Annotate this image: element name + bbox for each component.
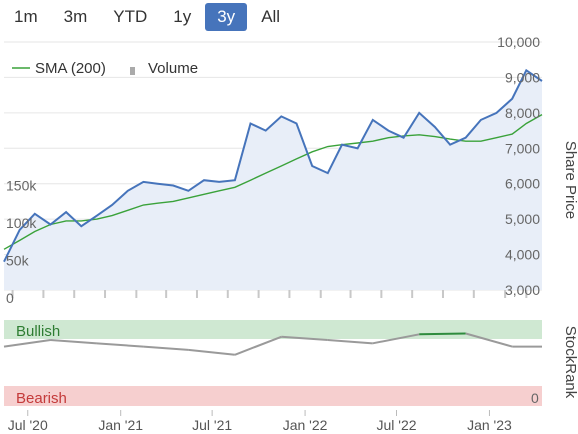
price-line bbox=[3, 68, 543, 263]
stockrank-segment bbox=[143, 345, 189, 351]
price-area-fill bbox=[4, 70, 542, 290]
date-tick-label: Jan '22 bbox=[283, 417, 328, 433]
price-tick-label: 5,000 bbox=[505, 211, 540, 227]
price-tick-label: 3,000 bbox=[505, 282, 540, 298]
range-button-3m[interactable]: 3m bbox=[63, 7, 88, 26]
price-tick-label: 10,000 bbox=[497, 34, 540, 50]
sma-line bbox=[3, 113, 543, 250]
volume-tick-label: 50k bbox=[6, 253, 30, 269]
date-tick-label: Jul '22 bbox=[376, 417, 416, 433]
price-tick-label: 8,000 bbox=[505, 105, 540, 121]
stockrank-segment bbox=[188, 348, 235, 356]
stockrank-segment bbox=[3, 339, 51, 348]
range-selector: 1m 3m YTD 1y 3y All bbox=[0, 0, 292, 34]
volume-axis-ticks: 150k 100k 50k 0 bbox=[6, 178, 37, 307]
price-tick-label: 9,000 bbox=[505, 69, 540, 85]
range-button-3y[interactable]: 3y bbox=[205, 3, 248, 31]
stockrank-segment bbox=[281, 335, 328, 342]
stockrank-zero-tick: 0 bbox=[531, 390, 539, 406]
price-tick-label: 7,000 bbox=[505, 140, 540, 156]
stockrank-segment bbox=[50, 339, 98, 345]
price-axis-title: Share Price bbox=[562, 141, 578, 219]
date-tick-label: Jan '23 bbox=[467, 417, 512, 433]
stockrank-axis-title: StockRank bbox=[562, 326, 578, 399]
stockrank-segment bbox=[372, 333, 420, 345]
range-button-1m[interactable]: 1m bbox=[14, 7, 38, 26]
price-axis-ticks: 10,000 9,000 8,000 7,000 6,000 5,000 4,000 3,00… bbox=[497, 34, 540, 298]
date-tick-label: Jul '21 bbox=[192, 417, 232, 433]
volume-legend-label[interactable]: Volume bbox=[148, 60, 198, 77]
stockrank-segment bbox=[327, 339, 373, 345]
bullish-band bbox=[4, 320, 542, 339]
bullish-label: Bullish bbox=[16, 323, 60, 340]
bearish-label: Bearish bbox=[16, 390, 67, 407]
date-tick-label: Jul '20 bbox=[8, 417, 48, 433]
volume-tick-label: 0 bbox=[6, 290, 14, 306]
volume-bar bbox=[525, 283, 528, 298]
date-tick-label: Jan '21 bbox=[98, 417, 143, 433]
stockrank-segment bbox=[234, 335, 282, 356]
range-button-all[interactable]: All bbox=[261, 7, 281, 26]
bearish-band bbox=[4, 386, 542, 406]
legend[interactable]: SMA (200) Volume bbox=[12, 60, 198, 77]
date-axis-ticks: Jul '20 Jan '21 Jul '21 Jan '22 Jul '22 Jan '… bbox=[8, 410, 512, 433]
stockrank-segment bbox=[419, 332, 466, 336]
price-tick-label: 4,000 bbox=[505, 247, 540, 263]
range-button-ytd[interactable]: YTD bbox=[113, 7, 148, 26]
volume-tick-label: 150k bbox=[6, 178, 37, 194]
stockrank-segment bbox=[96, 342, 144, 348]
stockrank-line bbox=[3, 332, 542, 356]
stockrank-segment bbox=[465, 332, 513, 348]
price-tick-label: 6,000 bbox=[505, 176, 540, 192]
volume-legend-swatch bbox=[130, 67, 135, 75]
volume-tick-label: 100k bbox=[6, 215, 37, 231]
sma-legend-label[interactable]: SMA (200) bbox=[35, 60, 106, 77]
range-button-1y[interactable]: 1y bbox=[173, 7, 192, 26]
volume-bar bbox=[104, 283, 107, 298]
